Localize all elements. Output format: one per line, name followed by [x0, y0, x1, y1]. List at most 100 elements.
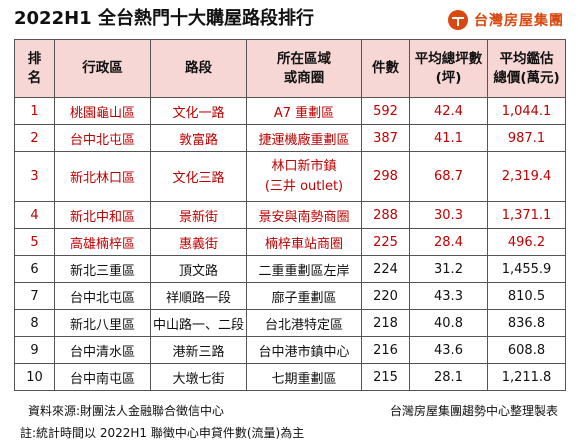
table-row: 10 台中南屯區 大墩七街 七期重劃區 215 28.1 1,211.8 [14, 363, 566, 391]
road-cell: 頂文路 [150, 255, 247, 283]
table-header-row: 排 名 行政區 路段 所在區域 或商圈 件數 平均總坪數 (坪) 平均鑑估 [14, 39, 566, 98]
statistics-note: 註:統計時間以 2022H1 聯徵中心申貸件數(流量)為主 [20, 426, 305, 440]
rank-cell: 7 [14, 282, 55, 310]
district-cell: 台中北屯區 [54, 124, 151, 152]
avg-price-cell: 1,371.1 [487, 201, 566, 229]
count-cell: 215 [361, 363, 410, 391]
table-row: 9 台中清水區 港新三路 台中港市鎮中心 216 43.6 608.8 [14, 336, 566, 364]
table-row: 6 新北三重區 頂文路 二重重劃區左岸 224 31.2 1,455.9 [14, 255, 566, 283]
district-cell: 台中南屯區 [54, 363, 151, 391]
count-cell: 592 [361, 97, 410, 125]
rank-cell: 3 [14, 151, 55, 202]
road-cell: 中山路一、二段 [150, 309, 247, 337]
table-row: 5 高雄楠梓區 惠義街 楠梓車站商圈 225 28.4 496.2 [14, 228, 566, 256]
district-cell: 高雄楠梓區 [54, 228, 151, 256]
avg-price-cell: 810.5 [487, 282, 566, 310]
column-header-line: 平均鑑估 [499, 50, 554, 67]
district-cell: 新北林口區 [54, 151, 151, 202]
area-cell: 捷運機廠重劃區 [246, 124, 362, 152]
avg-ping-cell: 40.8 [409, 309, 488, 337]
table-row: 8 新北八里區 中山路一、二段 台北港特定區 218 40.8 836.8 [14, 309, 566, 337]
avg-ping-cell: 41.1 [409, 124, 488, 152]
road-cell: 景新街 [150, 201, 247, 229]
count-cell: 387 [361, 124, 410, 152]
avg-ping-cell: 30.3 [409, 201, 488, 229]
area-cell: 二重重劃區左岸 [246, 255, 362, 283]
rank-cell: 8 [14, 309, 55, 337]
rank-cell: 2 [14, 124, 55, 152]
avg-price-cell: 1,044.1 [487, 97, 566, 125]
table-row: 3 新北林口區 文化三路 林口新市鎮 (三井 outlet) 298 68.7 2,319.4 [14, 151, 566, 202]
page-title: 2022H1 全台熱門十大購屋路段排行 [14, 8, 314, 29]
avg-ping-cell: 28.4 [409, 228, 488, 256]
count-cell: 216 [361, 336, 410, 364]
avg-price-cell: 608.8 [487, 336, 566, 364]
avg-ping-cell: 42.4 [409, 97, 488, 125]
count-cell: 224 [361, 255, 410, 283]
rank-cell: 6 [14, 255, 55, 283]
avg-price-cell: 987.1 [487, 124, 566, 152]
column-header-line: 或商圈 [283, 69, 325, 86]
column-header-line: 名 [27, 69, 42, 86]
count-cell: 298 [361, 151, 410, 202]
district-cell: 新北三重區 [54, 255, 151, 283]
district-cell: 台中北屯區 [54, 282, 151, 310]
column-header-line: 路段 [185, 60, 212, 76]
district-cell: 新北八里區 [54, 309, 151, 337]
avg-price-cell: 836.8 [487, 309, 566, 337]
avg-price-cell: 1,211.8 [487, 363, 566, 391]
count-cell: 220 [361, 282, 410, 310]
brand: 台灣房屋集團 [447, 8, 564, 32]
rank-cell: 9 [14, 336, 55, 364]
area-cell: 林口新市鎮 (三井 outlet) [246, 151, 362, 202]
avg-price-cell: 496.2 [487, 228, 566, 256]
table-row: 1 桃園龜山區 文化一路 A7 重劃區 592 42.4 1,044.1 [14, 97, 566, 125]
avg-ping-cell: 43.3 [409, 282, 488, 310]
area-cell: 台北港特定區 [246, 309, 362, 337]
district-cell: 桃園龜山區 [54, 97, 151, 125]
area-cell: 七期重劃區 [246, 363, 362, 391]
table-row: 7 台中北屯區 祥順路一段 廍子重劃區 220 43.3 810.5 [14, 282, 566, 310]
road-cell: 大墩七街 [150, 363, 247, 391]
column-header-district: 行政區 [54, 39, 151, 98]
table-row: 2 台中北屯區 敦富路 捷運機廠重劃區 387 41.1 987.1 [14, 124, 566, 152]
area-cell: 廍子重劃區 [246, 282, 362, 310]
area-cell: 楠梓車站商圈 [246, 228, 362, 256]
avg-ping-cell: 43.6 [409, 336, 488, 364]
ranking-table: 排 名 行政區 路段 所在區域 或商圈 件數 平均總坪數 (坪) 平均鑑估 [14, 39, 566, 391]
road-cell: 港新三路 [150, 336, 247, 364]
district-cell: 台中清水區 [54, 336, 151, 364]
district-cell: 新北中和區 [54, 201, 151, 229]
column-header-area: 所在區域 或商圈 [246, 39, 362, 98]
road-cell: 文化一路 [150, 97, 247, 125]
rank-cell: 5 [14, 228, 55, 256]
compiled-by-note: 台灣房屋集團趨勢中心整理製表 [389, 404, 558, 418]
area-cell: A7 重劃區 [246, 97, 362, 125]
source-note: 資料來源:財團法人金融聯合徵信中心 [28, 404, 225, 418]
area-cell: 景安與南勢商圈 [246, 201, 362, 229]
avg-ping-cell: 68.7 [409, 151, 488, 202]
brand-logo-icon [448, 10, 468, 30]
column-header-line: 平均總坪數 [414, 50, 483, 67]
rank-cell: 10 [14, 363, 55, 391]
column-header-avg-price: 平均鑑估 總價(萬元) [487, 39, 566, 98]
column-header-line: (坪) [435, 69, 462, 86]
road-cell: 文化三路 [150, 151, 247, 202]
rank-cell: 1 [14, 97, 55, 125]
avg-price-cell: 2,319.4 [487, 151, 566, 202]
column-header-line: 行政區 [82, 60, 123, 76]
table-row: 4 新北中和區 景新街 景安與南勢商圈 288 30.3 1,371.1 [14, 201, 566, 229]
column-header-rank: 排 名 [14, 39, 55, 98]
column-header-line: 件數 [372, 60, 399, 76]
column-header-count: 件數 [361, 39, 410, 98]
area-line: (三井 outlet) [264, 178, 344, 194]
column-header-line: 排 [27, 50, 42, 67]
area-cell: 台中港市鎮中心 [246, 336, 362, 364]
road-cell: 惠義街 [150, 228, 247, 256]
column-header-line: 總價(萬元) [493, 69, 560, 86]
count-cell: 225 [361, 228, 410, 256]
road-cell: 祥順路一段 [150, 282, 247, 310]
avg-price-cell: 1,455.9 [487, 255, 566, 283]
rank-cell: 4 [14, 201, 55, 229]
column-header-line: 所在區域 [277, 50, 331, 67]
